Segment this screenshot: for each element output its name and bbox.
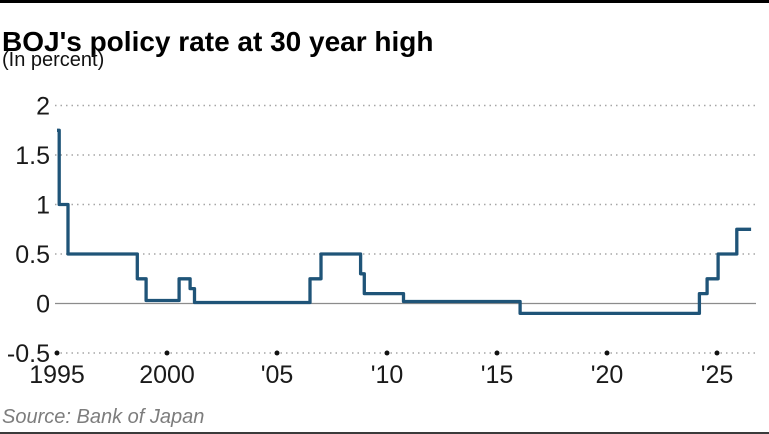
x-axis-label: '05: [261, 361, 294, 389]
chart-subtitle: (In percent): [2, 49, 105, 71]
y-axis-label: 0: [36, 291, 50, 319]
policy-rate-line: [57, 128, 752, 316]
x-axis-label: 2000: [139, 361, 195, 389]
x-tick-dot: [714, 350, 720, 356]
x-tick-dot: [54, 350, 60, 356]
top-border-rule: [0, 0, 769, 3]
x-tick-dot: [604, 350, 610, 356]
chart-title: BOJ's policy rate at 30 year high: [2, 25, 434, 57]
source-credit: Source: Bank of Japan: [2, 406, 205, 428]
x-axis-label: '20: [591, 361, 624, 389]
x-axis-label: 1995: [29, 361, 85, 389]
x-tick-dot: [384, 350, 390, 356]
x-axis-label: '25: [701, 361, 734, 389]
bottom-border-rule: [0, 432, 769, 434]
x-tick-dot: [494, 350, 500, 356]
x-axis-label: '10: [371, 361, 404, 389]
y-axis-label: 1: [36, 192, 50, 220]
x-tick-dot: [274, 350, 280, 356]
x-tick-dot: [164, 350, 170, 356]
y-axis-label: 1.5: [15, 142, 50, 170]
y-axis-label: 0.5: [15, 241, 50, 269]
y-axis-label: 2: [36, 93, 50, 121]
y-axis-label: -0.5: [7, 340, 50, 368]
x-axis-label: '15: [481, 361, 514, 389]
